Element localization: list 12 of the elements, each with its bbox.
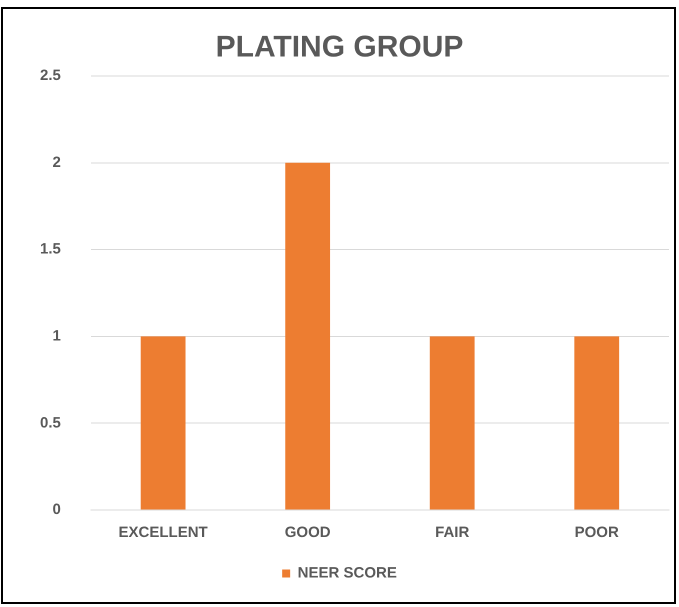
y-tick-label: 2 [52,154,61,171]
y-tick-label: 1 [52,328,61,345]
y-tick-label: 1.5 [40,240,61,258]
y-tick-label: 2.5 [40,67,61,84]
x-tick-label: FAIR [435,524,470,542]
y-tick-label: 0.5 [40,414,61,432]
x-tick-label: EXCELLENT [118,524,208,542]
x-tick-label: GOOD [284,524,331,542]
chart-title: PLATING GROUP [216,30,464,64]
y-tick-label: 0 [52,501,61,518]
x-tick-label: POOR [574,524,619,542]
legend-label: NEER SCORE [298,564,397,582]
